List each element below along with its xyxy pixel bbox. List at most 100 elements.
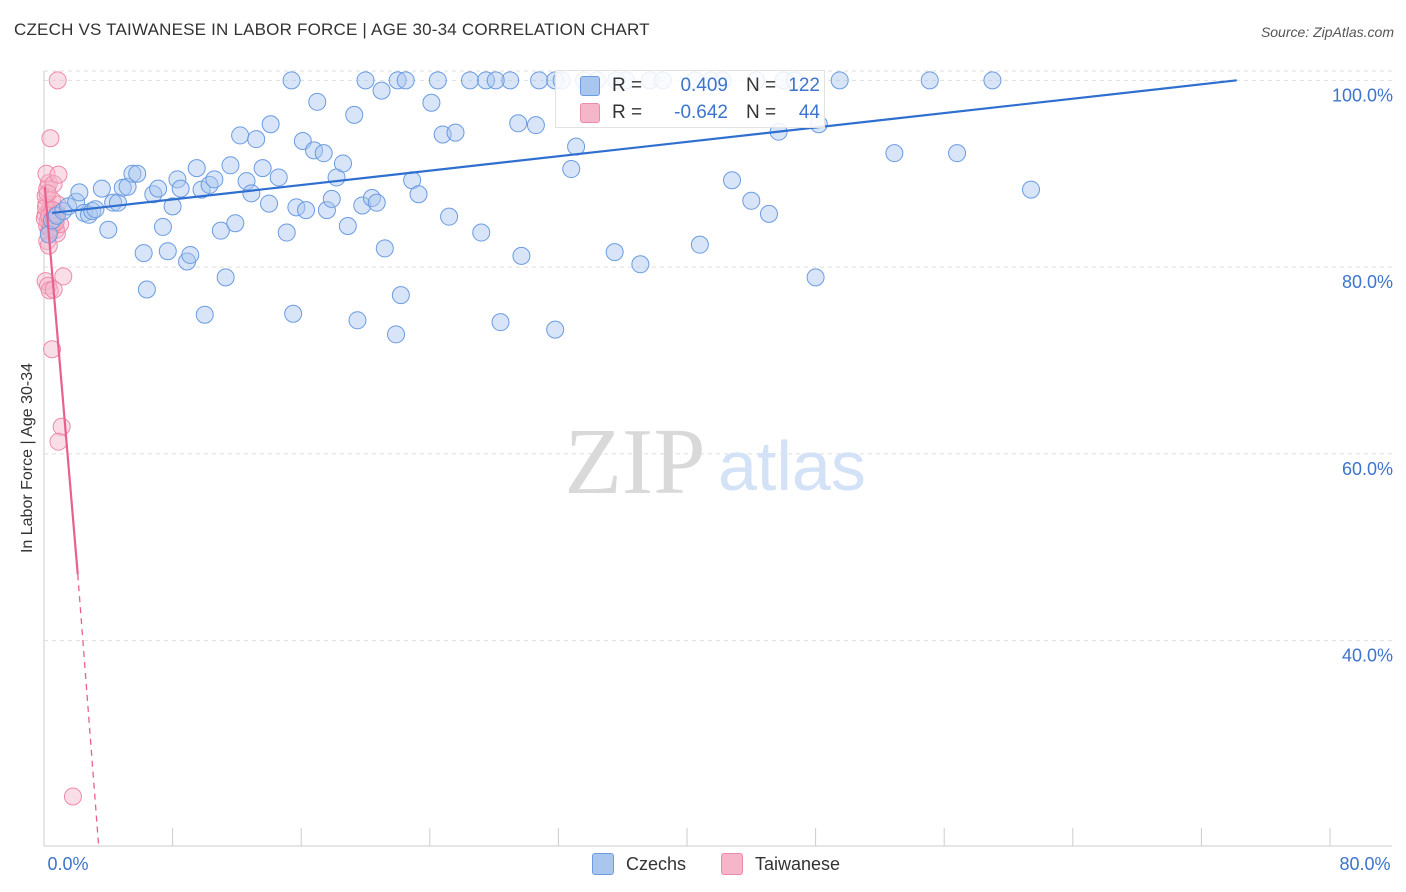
czechs-point (282, 71, 301, 90)
czechs-point (742, 191, 761, 210)
czechs-point (277, 223, 296, 242)
legend-taiwanese-label: Taiwanese (755, 853, 841, 874)
taiwanese-point (44, 174, 63, 193)
czechs-point (163, 197, 182, 216)
czechs-point (322, 189, 341, 208)
taiwanese-point (49, 432, 68, 451)
x-tick-label: 80.0% (1339, 854, 1390, 874)
taiwanese-point (41, 129, 60, 148)
czechs-point (168, 170, 187, 189)
czechs-point (530, 71, 549, 90)
stats-row-czechs: R = 0.409 N = 122 (580, 74, 820, 98)
watermark-zip: ZIP (565, 410, 706, 514)
czechs-point (491, 313, 510, 332)
czechs-point (144, 185, 163, 204)
czechs-r-label: R = (612, 75, 643, 96)
czechs-point (345, 105, 364, 124)
czechs-point (205, 170, 224, 189)
czechs-point (92, 179, 111, 198)
czechs-point (486, 71, 505, 90)
czechs-point (446, 123, 465, 142)
taiwanese-point (43, 340, 62, 359)
czechs-point (806, 268, 825, 287)
legend-czechs-label: Czechs (626, 853, 687, 874)
czechs-point (261, 115, 280, 134)
czechs-point (428, 71, 447, 90)
y-tick-label: 100.0% (1332, 85, 1393, 105)
czechs-point (253, 159, 272, 178)
czechs-point (348, 311, 367, 330)
czechs-swatch (580, 76, 600, 96)
czechs-point (158, 242, 177, 261)
czechs-point (885, 144, 904, 163)
czechs-point (308, 92, 327, 111)
czechs-point (221, 156, 240, 175)
czechs-point (99, 220, 118, 239)
czechs-point (231, 126, 250, 145)
czechs-point (128, 164, 147, 183)
legend-item-taiwanese: Taiwanese (721, 853, 840, 875)
tick-labels: 40.0% 60.0% 80.0% 100.0% 0.0% 80.0% (47, 85, 1393, 874)
czechs-point (391, 286, 410, 305)
czechs-point (396, 71, 415, 90)
czechs-point (477, 71, 496, 90)
czechs-point (605, 243, 624, 262)
czechs-point (948, 144, 967, 163)
czechs-point (356, 71, 375, 90)
taiwanese-r-label: R = (612, 102, 643, 123)
czechs-point (195, 305, 214, 324)
czechs-point (134, 244, 153, 263)
czechs-point (153, 217, 172, 236)
czechs-point (181, 245, 200, 264)
czechs-point (237, 172, 256, 191)
czechs-point (409, 185, 428, 204)
legend-item-czechs: Czechs (592, 853, 686, 875)
czechs-point (353, 196, 372, 215)
taiwanese-swatch (580, 103, 600, 123)
czechs-point (149, 179, 168, 198)
czechs-point (422, 93, 441, 112)
czechs-point (260, 194, 279, 213)
czechs-point (1022, 180, 1041, 199)
taiwanese-n-label: N = (746, 102, 777, 123)
czechs-n-value: 122 (788, 75, 820, 96)
czechs-point (472, 223, 491, 242)
czechs-point (440, 207, 459, 226)
czechs-point (526, 116, 545, 135)
legend-taiwanese-swatch (721, 853, 743, 875)
czechs-point (387, 325, 406, 344)
czechs-point (187, 159, 206, 178)
y-tick-label: 80.0% (1342, 272, 1393, 292)
czechs-point (247, 130, 266, 149)
czechs-point (226, 214, 245, 233)
legend-czechs-swatch (592, 853, 614, 875)
czechs-point (372, 81, 391, 100)
grid-lines (44, 70, 1392, 642)
czechs-point (920, 71, 939, 90)
czechs-point (690, 235, 709, 254)
taiwanese-point (38, 184, 57, 203)
taiwanese-r-value: -0.642 (674, 102, 728, 123)
czechs-point (83, 202, 102, 221)
czechs-points (39, 71, 1041, 344)
y-axis-title: In Labor Force | Age 30-34 (19, 362, 36, 554)
taiwanese-point (54, 267, 73, 286)
czechs-point (723, 171, 742, 190)
taiwanese-points (35, 71, 82, 806)
taiwanese-point (52, 417, 71, 436)
czechs-point (123, 164, 142, 183)
czechs-point (171, 179, 190, 198)
czechs-point (501, 71, 520, 90)
czechs-trend-line (51, 79, 1237, 215)
czechs-point (317, 201, 336, 220)
czechs-point (108, 193, 127, 212)
czechs-point (314, 144, 333, 163)
czechs-n-label: N = (746, 75, 777, 96)
czechs-point (509, 114, 528, 133)
czechs-point (269, 168, 288, 187)
czechs-point (70, 183, 89, 202)
czechs-r-value: 0.409 (680, 75, 728, 96)
taiwanese-n-value: 44 (798, 102, 820, 123)
taiwanese-point (63, 787, 82, 806)
